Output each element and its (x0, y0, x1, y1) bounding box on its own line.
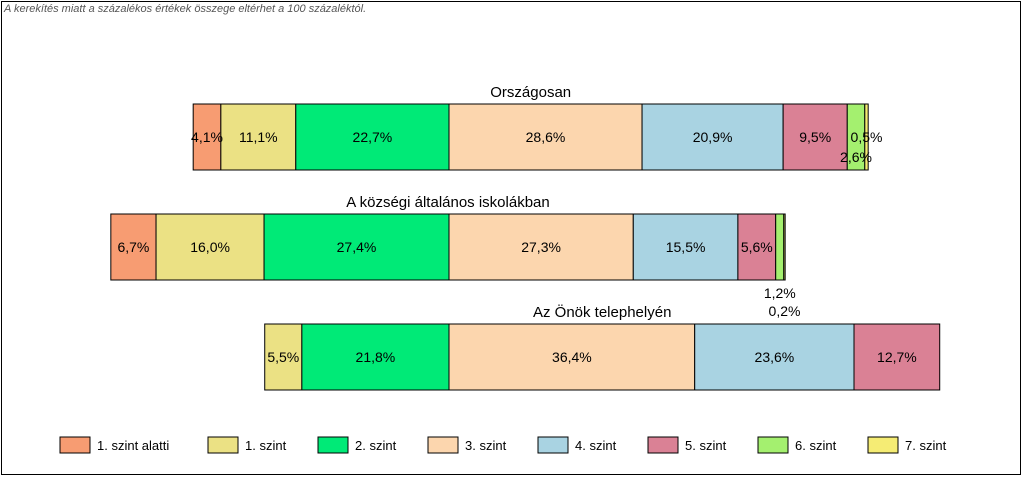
legend-label: 7. szint (905, 438, 947, 453)
data-label: 36,4% (552, 349, 592, 365)
bar-segment (301, 323, 450, 391)
legend-swatch (59, 436, 91, 454)
bar-segment (641, 103, 784, 171)
legend-label: 2. szint (355, 438, 397, 453)
bar-segment (155, 213, 265, 281)
data-label: 23,6% (755, 349, 795, 365)
group-title: Az Önök telephelyén (533, 303, 671, 321)
bar-segment (775, 213, 785, 281)
group-title: A községi általános iskolákban (346, 194, 549, 211)
bar-segment (192, 103, 222, 171)
rounding-note: A kerekítés miatt a százalékos értékek ö… (4, 3, 367, 15)
data-label: 5,5% (267, 349, 299, 365)
legend-swatch (647, 436, 679, 454)
data-label: 0,5% (851, 129, 883, 145)
data-label: 15,5% (666, 239, 706, 255)
bar-segment (220, 103, 297, 171)
data-label: 20,9% (693, 129, 733, 145)
data-label: 6,7% (117, 239, 149, 255)
bar-segment (110, 213, 157, 281)
data-label: 4,1% (191, 129, 223, 145)
bar-segment (632, 213, 739, 281)
bar-segment (737, 213, 777, 281)
data-label: 9,5% (799, 129, 831, 145)
legend-swatch (427, 436, 459, 454)
data-label: 27,3% (521, 239, 561, 255)
data-label: 27,4% (337, 239, 377, 255)
data-label: 0,2% (769, 303, 801, 319)
bar-segment (783, 213, 786, 281)
data-label: 11,1% (239, 129, 278, 145)
legend-swatch (867, 436, 899, 454)
data-label: 12,7% (877, 349, 917, 365)
legend-label: 5. szint (685, 438, 727, 453)
bar-segment (782, 103, 848, 171)
data-label: 28,6% (526, 129, 566, 145)
data-label: 1,2% (764, 285, 796, 301)
legend-label: 1. szint alatti (97, 438, 169, 453)
legend-swatch (537, 436, 569, 454)
data-label: 5,6% (741, 239, 773, 255)
data-label: 16,0% (190, 239, 230, 255)
data-label: 22,7% (353, 129, 393, 145)
legend-label: 6. szint (795, 438, 837, 453)
bar-segment (448, 323, 696, 391)
legend-swatch (317, 436, 349, 454)
bar-segment (448, 213, 634, 281)
bar-segment (853, 323, 941, 391)
group-title: Országosan (490, 84, 571, 101)
bar-segment (694, 323, 855, 391)
bar-segment (448, 103, 643, 171)
legend-swatch (207, 436, 239, 454)
bar-segment (295, 103, 450, 171)
bar-segment (864, 103, 869, 171)
data-label: 2,6% (840, 149, 872, 165)
legend-label: 3. szint (465, 438, 507, 453)
legend-label: 1. szint (245, 438, 287, 453)
data-label: 21,8% (356, 349, 396, 365)
legend-label: 4. szint (575, 438, 617, 453)
legend-swatch (757, 436, 789, 454)
bar-segment (263, 213, 450, 281)
